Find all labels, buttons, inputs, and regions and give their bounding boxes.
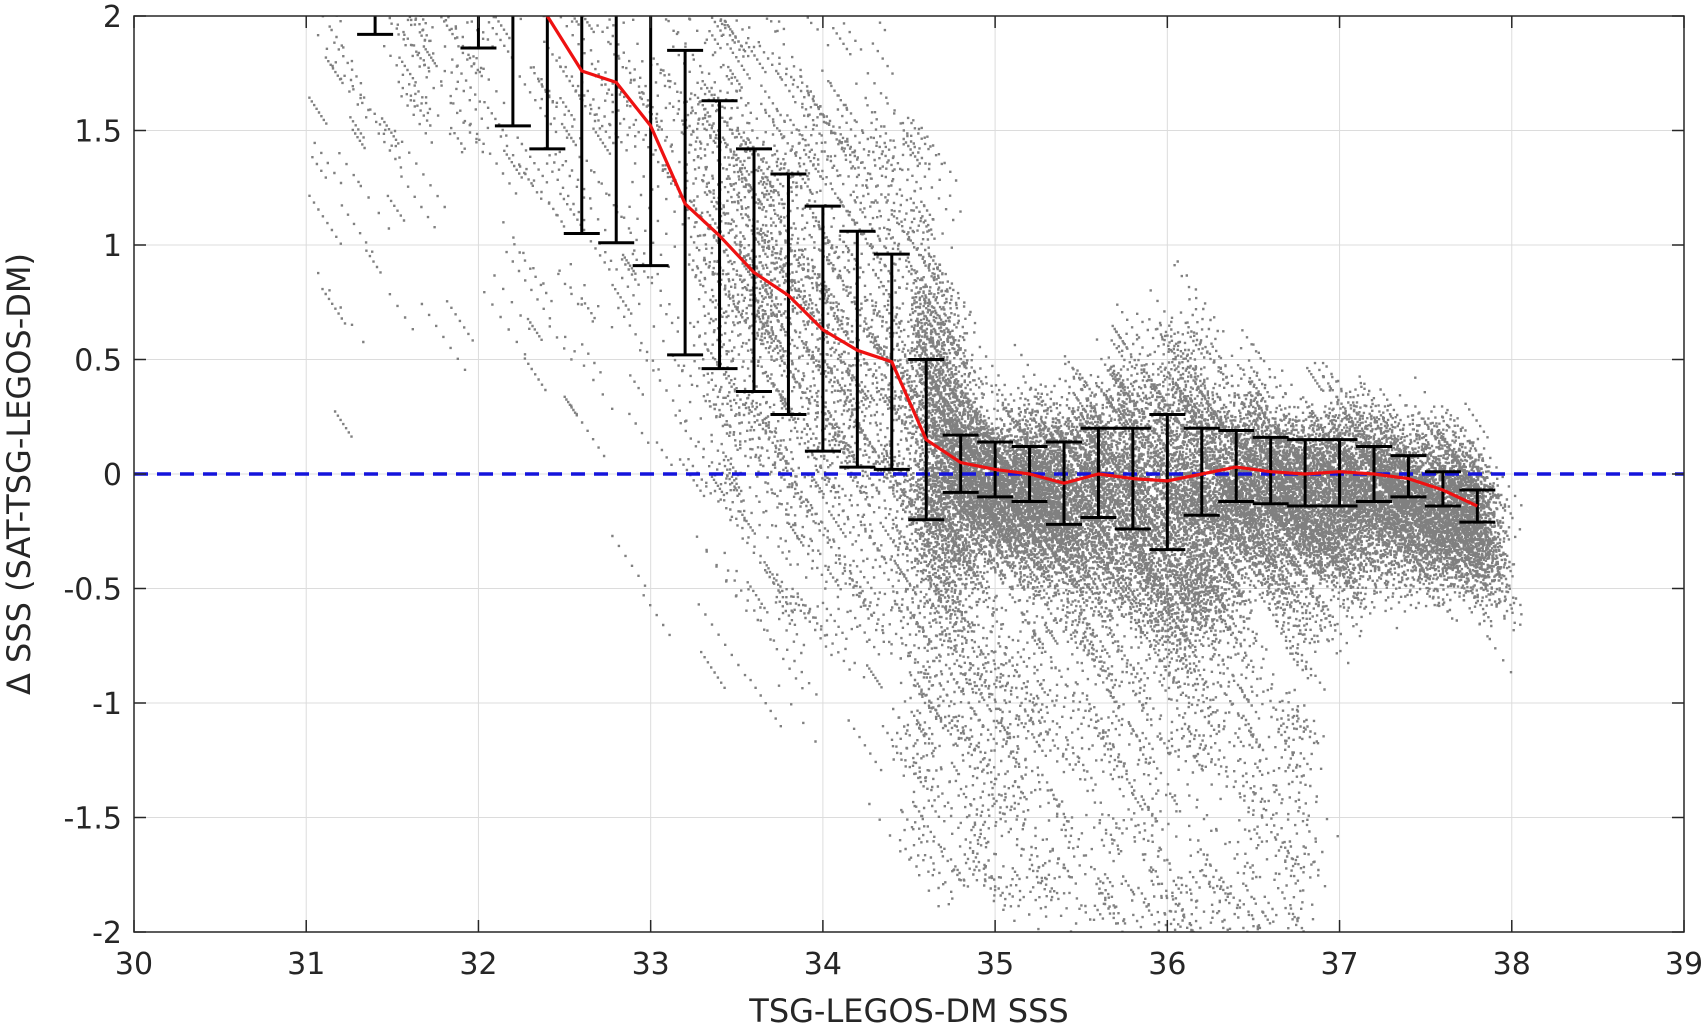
x-tick-label: 38 — [1493, 947, 1531, 982]
y-axis-ticks: -2 -1.5 -1 -0.5 0 0.5 1 1.5 2 — [63, 0, 1684, 951]
scatter-points — [308, 16, 1523, 932]
x-tick-label: 33 — [632, 947, 670, 982]
y-axis-label: Δ SSS (SAT-TSG-LEGOS-DM) — [0, 253, 38, 695]
error-bars — [357, 16, 1496, 552]
mean-line — [544, 16, 1478, 508]
y-tick-label: -2 — [92, 916, 122, 951]
x-axis-label: TSG-LEGOS-DM SSS — [748, 992, 1068, 1030]
y-tick-label: 1.5 — [74, 115, 122, 150]
x-tick-label: 32 — [459, 947, 497, 982]
x-axis-ticks: 30 31 32 33 34 35 36 37 38 39 — [115, 16, 1703, 982]
y-tick-label: 2 — [103, 0, 122, 35]
y-tick-label: 0.5 — [74, 344, 122, 379]
x-tick-label: 30 — [115, 947, 153, 982]
y-tick-label: 1 — [103, 229, 122, 264]
y-tick-label: -1 — [92, 687, 122, 722]
x-tick-label: 31 — [287, 947, 325, 982]
y-tick-label: 0 — [103, 458, 122, 493]
y-tick-label: -0.5 — [63, 573, 122, 608]
scatter-cloud — [308, 16, 1523, 932]
x-tick-label: 37 — [1320, 947, 1358, 982]
x-tick-label: 39 — [1665, 947, 1703, 982]
mean-polyline — [544, 16, 1478, 508]
x-tick-label: 35 — [976, 947, 1014, 982]
x-tick-label: 34 — [804, 947, 842, 982]
y-tick-label: -1.5 — [63, 802, 122, 837]
x-tick-label: 36 — [1148, 947, 1186, 982]
